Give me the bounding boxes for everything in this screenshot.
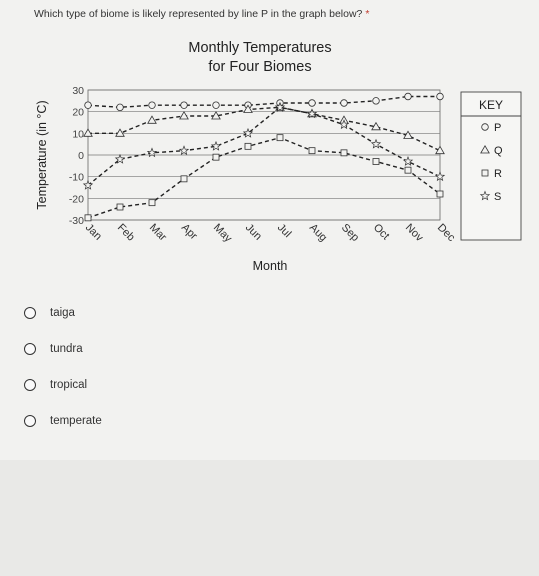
y-tick-label: -20 xyxy=(69,193,84,205)
option-label-tundra: tundra xyxy=(50,343,83,355)
x-tick-label: Jun xyxy=(243,222,264,243)
series-point-q xyxy=(211,111,221,120)
question-text: Which type of biome is likely represente… xyxy=(34,8,369,20)
series-point-q xyxy=(83,128,93,137)
series-point-s xyxy=(82,179,94,190)
series-point-p xyxy=(116,103,124,112)
series-point-r xyxy=(340,149,348,157)
option-label-tropical: tropical xyxy=(50,379,88,391)
temperature-chart: Monthly Temperatures for Four Biomes 30 20 1… xyxy=(35,40,522,273)
radio-tundra[interactable] xyxy=(24,343,36,355)
series-point-s xyxy=(274,101,286,112)
x-tick-label: Dec xyxy=(435,222,458,245)
legend-box xyxy=(460,91,522,241)
y-tick-label: -10 xyxy=(69,172,84,184)
series-point-r xyxy=(84,214,92,222)
option-label-taiga: taiga xyxy=(50,307,75,319)
x-tick-label: Nov xyxy=(403,222,426,245)
series-point-p xyxy=(404,92,412,101)
series-line-p xyxy=(87,95,440,109)
x-tick-label: Oct xyxy=(371,222,392,243)
x-axis-label: Month xyxy=(253,259,288,273)
series-point-s xyxy=(242,127,254,138)
series-point-q xyxy=(403,130,413,139)
series-point-r xyxy=(372,158,380,165)
series-point-r xyxy=(308,147,316,155)
series-point-q xyxy=(115,128,125,137)
series-point-r xyxy=(148,199,156,207)
chart-subtitle: for Four Biomes xyxy=(208,59,311,75)
y-tick-label: 10 xyxy=(72,128,84,140)
x-tick-label: Mar xyxy=(147,222,169,244)
series-point-r xyxy=(180,175,188,183)
x-tick-label: May xyxy=(211,222,235,246)
series-point-p xyxy=(148,101,156,109)
series-point-s xyxy=(402,156,414,166)
series-point-p xyxy=(180,101,188,109)
question-card: Which type of biome is likely represente… xyxy=(24,8,522,439)
option-taiga[interactable]: taiga xyxy=(24,295,102,331)
series-point-s xyxy=(210,140,222,151)
legend-marker-q xyxy=(480,145,490,154)
series-point-q xyxy=(179,111,189,120)
series-point-s xyxy=(338,119,350,130)
legend-label-q: Q xyxy=(494,145,503,157)
series-point-s xyxy=(178,145,190,156)
option-tundra[interactable]: tundra xyxy=(24,331,102,367)
series-point-q xyxy=(243,104,253,113)
answer-options: taiga tundra tropical temperate xyxy=(24,295,102,439)
legend-title: KEY xyxy=(479,98,503,112)
y-axis-label: Temperature (in °C) xyxy=(35,100,49,209)
legend-marker-r xyxy=(481,169,489,177)
series-point-s xyxy=(306,108,318,119)
series-point-r xyxy=(244,142,252,150)
series-line-s xyxy=(87,106,441,186)
x-tick-label: Jan xyxy=(83,222,104,243)
x-tick-label: Apr xyxy=(179,222,200,243)
legend-marker-s xyxy=(479,190,491,201)
series-line-q xyxy=(88,106,441,152)
legend-label-p: P xyxy=(494,122,501,134)
series-point-r xyxy=(212,153,220,161)
series-point-p xyxy=(372,97,380,105)
series-point-q xyxy=(435,145,445,155)
legend-marker-p xyxy=(481,123,489,131)
option-label-temperate: temperate xyxy=(50,415,102,427)
series-point-s xyxy=(114,153,126,164)
series-line-r xyxy=(87,136,441,219)
y-tick-label: 20 xyxy=(72,107,84,119)
series-point-q xyxy=(147,115,157,124)
series-point-p xyxy=(308,99,316,107)
series-point-p xyxy=(84,101,92,109)
radio-taiga[interactable] xyxy=(24,307,36,319)
question-prompt: Which type of biome is likely represente… xyxy=(34,8,363,20)
series-point-q xyxy=(371,121,381,131)
series-point-r xyxy=(436,190,444,198)
legend-label-r: R xyxy=(494,168,502,180)
option-temperate[interactable]: temperate xyxy=(24,403,102,439)
x-tick-label: Feb xyxy=(115,222,137,244)
series-point-p xyxy=(340,99,348,107)
series-point-p xyxy=(436,92,444,101)
chart-title: Monthly Temperatures xyxy=(188,40,331,56)
radio-tropical[interactable] xyxy=(24,379,36,391)
legend-label-s: S xyxy=(494,191,501,203)
y-tick-label: 0 xyxy=(78,150,84,162)
series-point-s xyxy=(370,138,382,149)
series-point-r xyxy=(116,203,124,211)
x-tick-label: Aug xyxy=(307,222,329,244)
option-tropical[interactable]: tropical xyxy=(24,367,102,403)
series-point-p xyxy=(212,101,220,109)
series-point-s xyxy=(434,171,446,182)
y-tick-label: -30 xyxy=(69,215,84,227)
series-point-r xyxy=(404,166,412,174)
x-tick-label: Sep xyxy=(339,222,361,244)
radio-temperate[interactable] xyxy=(24,415,36,427)
x-tick-label: Jul xyxy=(275,222,293,240)
series-point-s xyxy=(146,147,158,158)
y-tick-label: 30 xyxy=(72,85,84,97)
series-point-r xyxy=(276,134,284,142)
required-asterisk: * xyxy=(365,8,370,20)
